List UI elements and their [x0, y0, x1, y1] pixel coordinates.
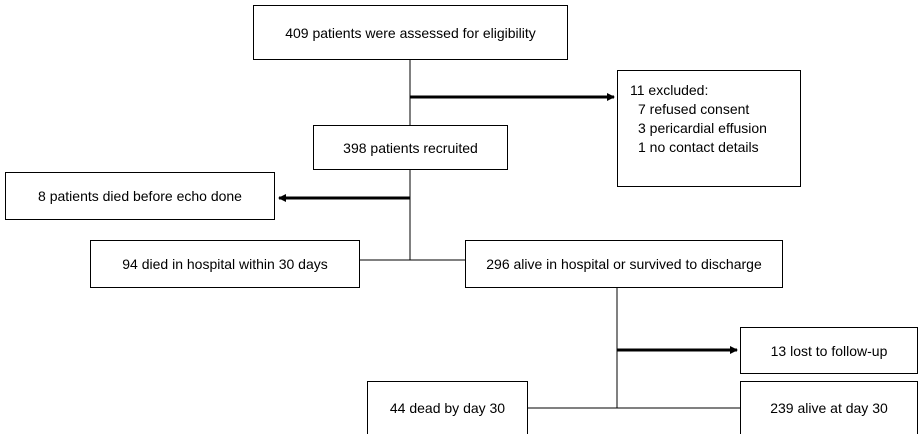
node: 239 alive at day 30: [740, 381, 918, 434]
node: 13 lost to follow-up: [740, 327, 918, 374]
node: 296 alive in hospital or survived to dis…: [465, 240, 783, 288]
node: 8 patients died before echo done: [5, 172, 275, 220]
node-detail: 3 pericardial effusion: [638, 120, 767, 136]
node-detail: 1 no contact details: [638, 139, 759, 155]
node: 44 dead by day 30: [367, 381, 528, 434]
node: 409 patients were assessed for eligibili…: [253, 5, 568, 60]
node-detail: 7 refused consent: [638, 101, 750, 117]
node: 11 excluded: 7 refused consent 3 pericar…: [617, 70, 801, 187]
node: 398 patients recruited: [313, 125, 508, 170]
node-label: 11 excluded:: [630, 82, 709, 98]
node: 94 died in hospital within 30 days: [90, 240, 360, 288]
